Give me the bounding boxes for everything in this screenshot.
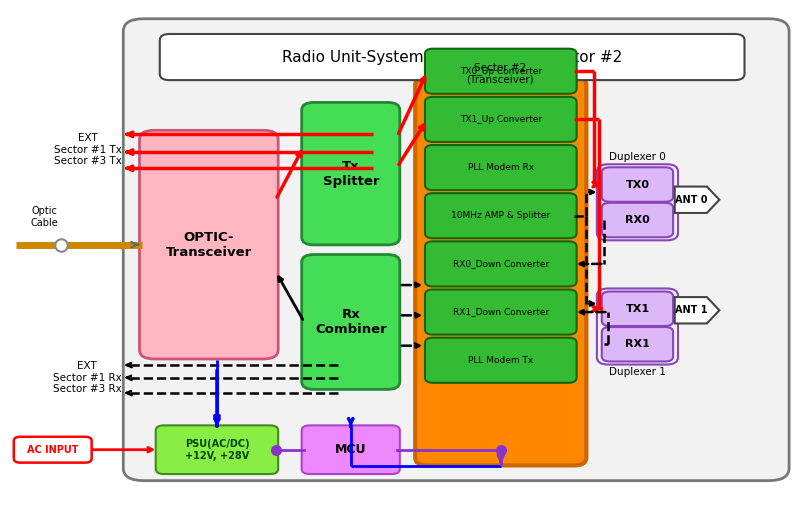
Text: MCU: MCU — [335, 443, 367, 456]
FancyBboxPatch shape — [302, 425, 400, 474]
Text: TX0: TX0 — [625, 179, 650, 190]
Text: EXT
Sector #1 Rx
Sector #3 Rx: EXT Sector #1 Rx Sector #3 Rx — [53, 361, 122, 394]
Text: ANT 0: ANT 0 — [675, 195, 707, 205]
Text: PLL Modem Rx: PLL Modem Rx — [468, 163, 534, 172]
FancyBboxPatch shape — [302, 102, 400, 245]
FancyBboxPatch shape — [425, 145, 577, 190]
Text: 10MHz AMP & Splitter: 10MHz AMP & Splitter — [451, 211, 551, 220]
Text: RX1: RX1 — [625, 339, 650, 349]
Text: TX0_Up Converter: TX0_Up Converter — [460, 67, 542, 76]
FancyBboxPatch shape — [602, 167, 673, 202]
Text: Sector #2
(Transceiver): Sector #2 (Transceiver) — [466, 63, 534, 84]
Text: RX0_Down Converter: RX0_Down Converter — [453, 260, 549, 268]
FancyBboxPatch shape — [14, 437, 92, 462]
FancyBboxPatch shape — [602, 327, 673, 361]
FancyBboxPatch shape — [415, 77, 586, 465]
FancyBboxPatch shape — [160, 34, 744, 80]
Polygon shape — [675, 187, 719, 213]
Text: TX1: TX1 — [625, 304, 650, 314]
Text: Tx
Splitter: Tx Splitter — [323, 160, 379, 188]
Text: ANT 1: ANT 1 — [675, 305, 707, 315]
FancyBboxPatch shape — [123, 19, 789, 481]
FancyBboxPatch shape — [425, 338, 577, 383]
Text: RX1_Down Converter: RX1_Down Converter — [453, 308, 549, 316]
Text: Rx
Combiner: Rx Combiner — [315, 308, 387, 336]
Text: Duplexer 1: Duplexer 1 — [609, 367, 666, 377]
FancyBboxPatch shape — [602, 292, 673, 326]
FancyBboxPatch shape — [425, 289, 577, 335]
Text: RX0: RX0 — [625, 215, 650, 225]
FancyBboxPatch shape — [425, 49, 577, 94]
Text: PLL Modem Tx: PLL Modem Tx — [468, 356, 534, 365]
Text: Duplexer 0: Duplexer 0 — [609, 152, 666, 162]
FancyBboxPatch shape — [302, 255, 400, 389]
Text: AC INPUT: AC INPUT — [27, 445, 79, 455]
FancyBboxPatch shape — [156, 425, 278, 474]
FancyBboxPatch shape — [139, 130, 278, 359]
FancyBboxPatch shape — [425, 193, 577, 238]
Text: Radio Unit-System Block Diagram Sector #2: Radio Unit-System Block Diagram Sector #… — [282, 50, 622, 64]
Polygon shape — [675, 297, 719, 323]
FancyBboxPatch shape — [425, 97, 577, 142]
Text: EXT
Sector #1 Tx
Sector #3 Tx: EXT Sector #1 Tx Sector #3 Tx — [54, 133, 122, 166]
FancyBboxPatch shape — [602, 203, 673, 237]
Text: Optic
Cable: Optic Cable — [31, 206, 58, 228]
Text: TX1_Up Converter: TX1_Up Converter — [460, 115, 542, 124]
Text: OPTIC-
Transceiver: OPTIC- Transceiver — [165, 231, 252, 259]
FancyBboxPatch shape — [425, 241, 577, 286]
Text: PSU(AC/DC)
+12V, +28V: PSU(AC/DC) +12V, +28V — [185, 439, 249, 460]
